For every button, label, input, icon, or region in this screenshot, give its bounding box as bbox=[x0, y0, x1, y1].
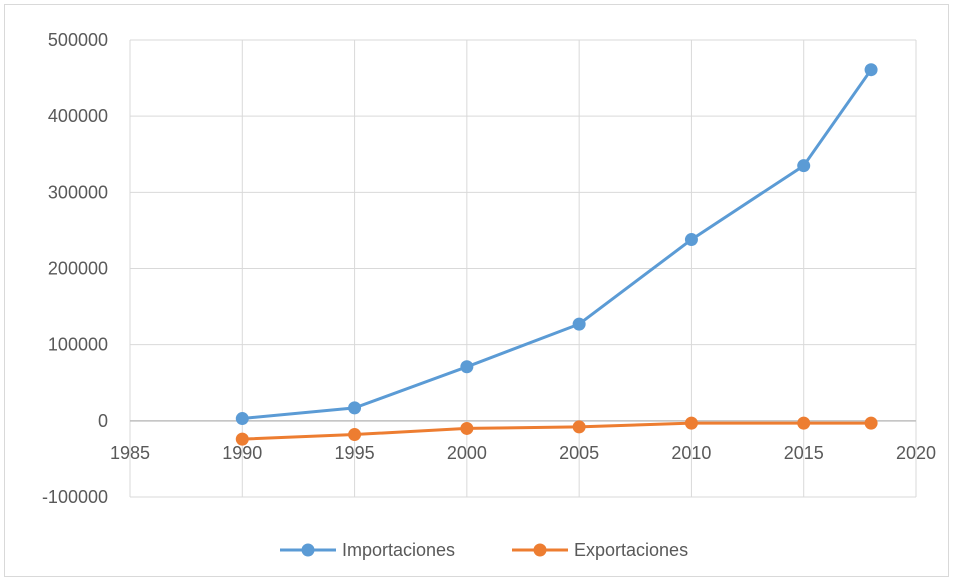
series-exportaciones bbox=[235, 416, 878, 446]
data-point bbox=[460, 360, 474, 374]
legend-item: Exportaciones bbox=[512, 540, 688, 560]
x-tick-label: 1985 bbox=[110, 443, 150, 463]
data-point bbox=[797, 416, 811, 430]
x-tick-label: 2015 bbox=[784, 443, 824, 463]
x-tick-label: 2010 bbox=[671, 443, 711, 463]
chart-frame bbox=[4, 4, 949, 577]
legend: Importaciones Exportaciones bbox=[280, 540, 688, 560]
data-point bbox=[572, 420, 586, 434]
grid-lines bbox=[129, 39, 917, 498]
axis-tick-labels: -100000 0 100000 200000 300000 400000 500000 19… bbox=[42, 30, 936, 507]
data-point bbox=[684, 233, 698, 247]
series-line bbox=[242, 421, 872, 441]
data-point bbox=[235, 432, 249, 446]
legend-marker bbox=[533, 543, 547, 557]
data-point bbox=[460, 421, 474, 435]
data-point bbox=[348, 428, 362, 442]
x-tick-label: 1990 bbox=[222, 443, 262, 463]
data-point bbox=[348, 401, 362, 415]
x-tick-label: 2005 bbox=[559, 443, 599, 463]
y-tick-label: 400000 bbox=[48, 106, 108, 126]
data-point bbox=[684, 416, 698, 430]
data-point bbox=[572, 317, 586, 331]
legend-marker bbox=[301, 543, 315, 557]
data-point bbox=[797, 159, 811, 173]
y-tick-label: 100000 bbox=[48, 335, 108, 355]
legend-label: Exportaciones bbox=[574, 540, 688, 560]
legend-item: Importaciones bbox=[280, 540, 455, 560]
data-point bbox=[864, 416, 878, 430]
series-importaciones bbox=[235, 63, 878, 426]
y-tick-label: 200000 bbox=[48, 259, 108, 279]
y-tick-label: 300000 bbox=[48, 182, 108, 202]
y-tick-label: 0 bbox=[98, 411, 108, 431]
x-tick-label: 2000 bbox=[447, 443, 487, 463]
series-layer bbox=[235, 63, 878, 446]
y-tick-label: 500000 bbox=[48, 30, 108, 50]
data-point bbox=[235, 412, 249, 426]
y-tick-label: -100000 bbox=[42, 487, 108, 507]
legend-label: Importaciones bbox=[342, 540, 455, 560]
series-line bbox=[242, 68, 873, 420]
data-point bbox=[864, 63, 878, 77]
x-tick-label: 2020 bbox=[896, 443, 936, 463]
x-tick-label: 1995 bbox=[335, 443, 375, 463]
